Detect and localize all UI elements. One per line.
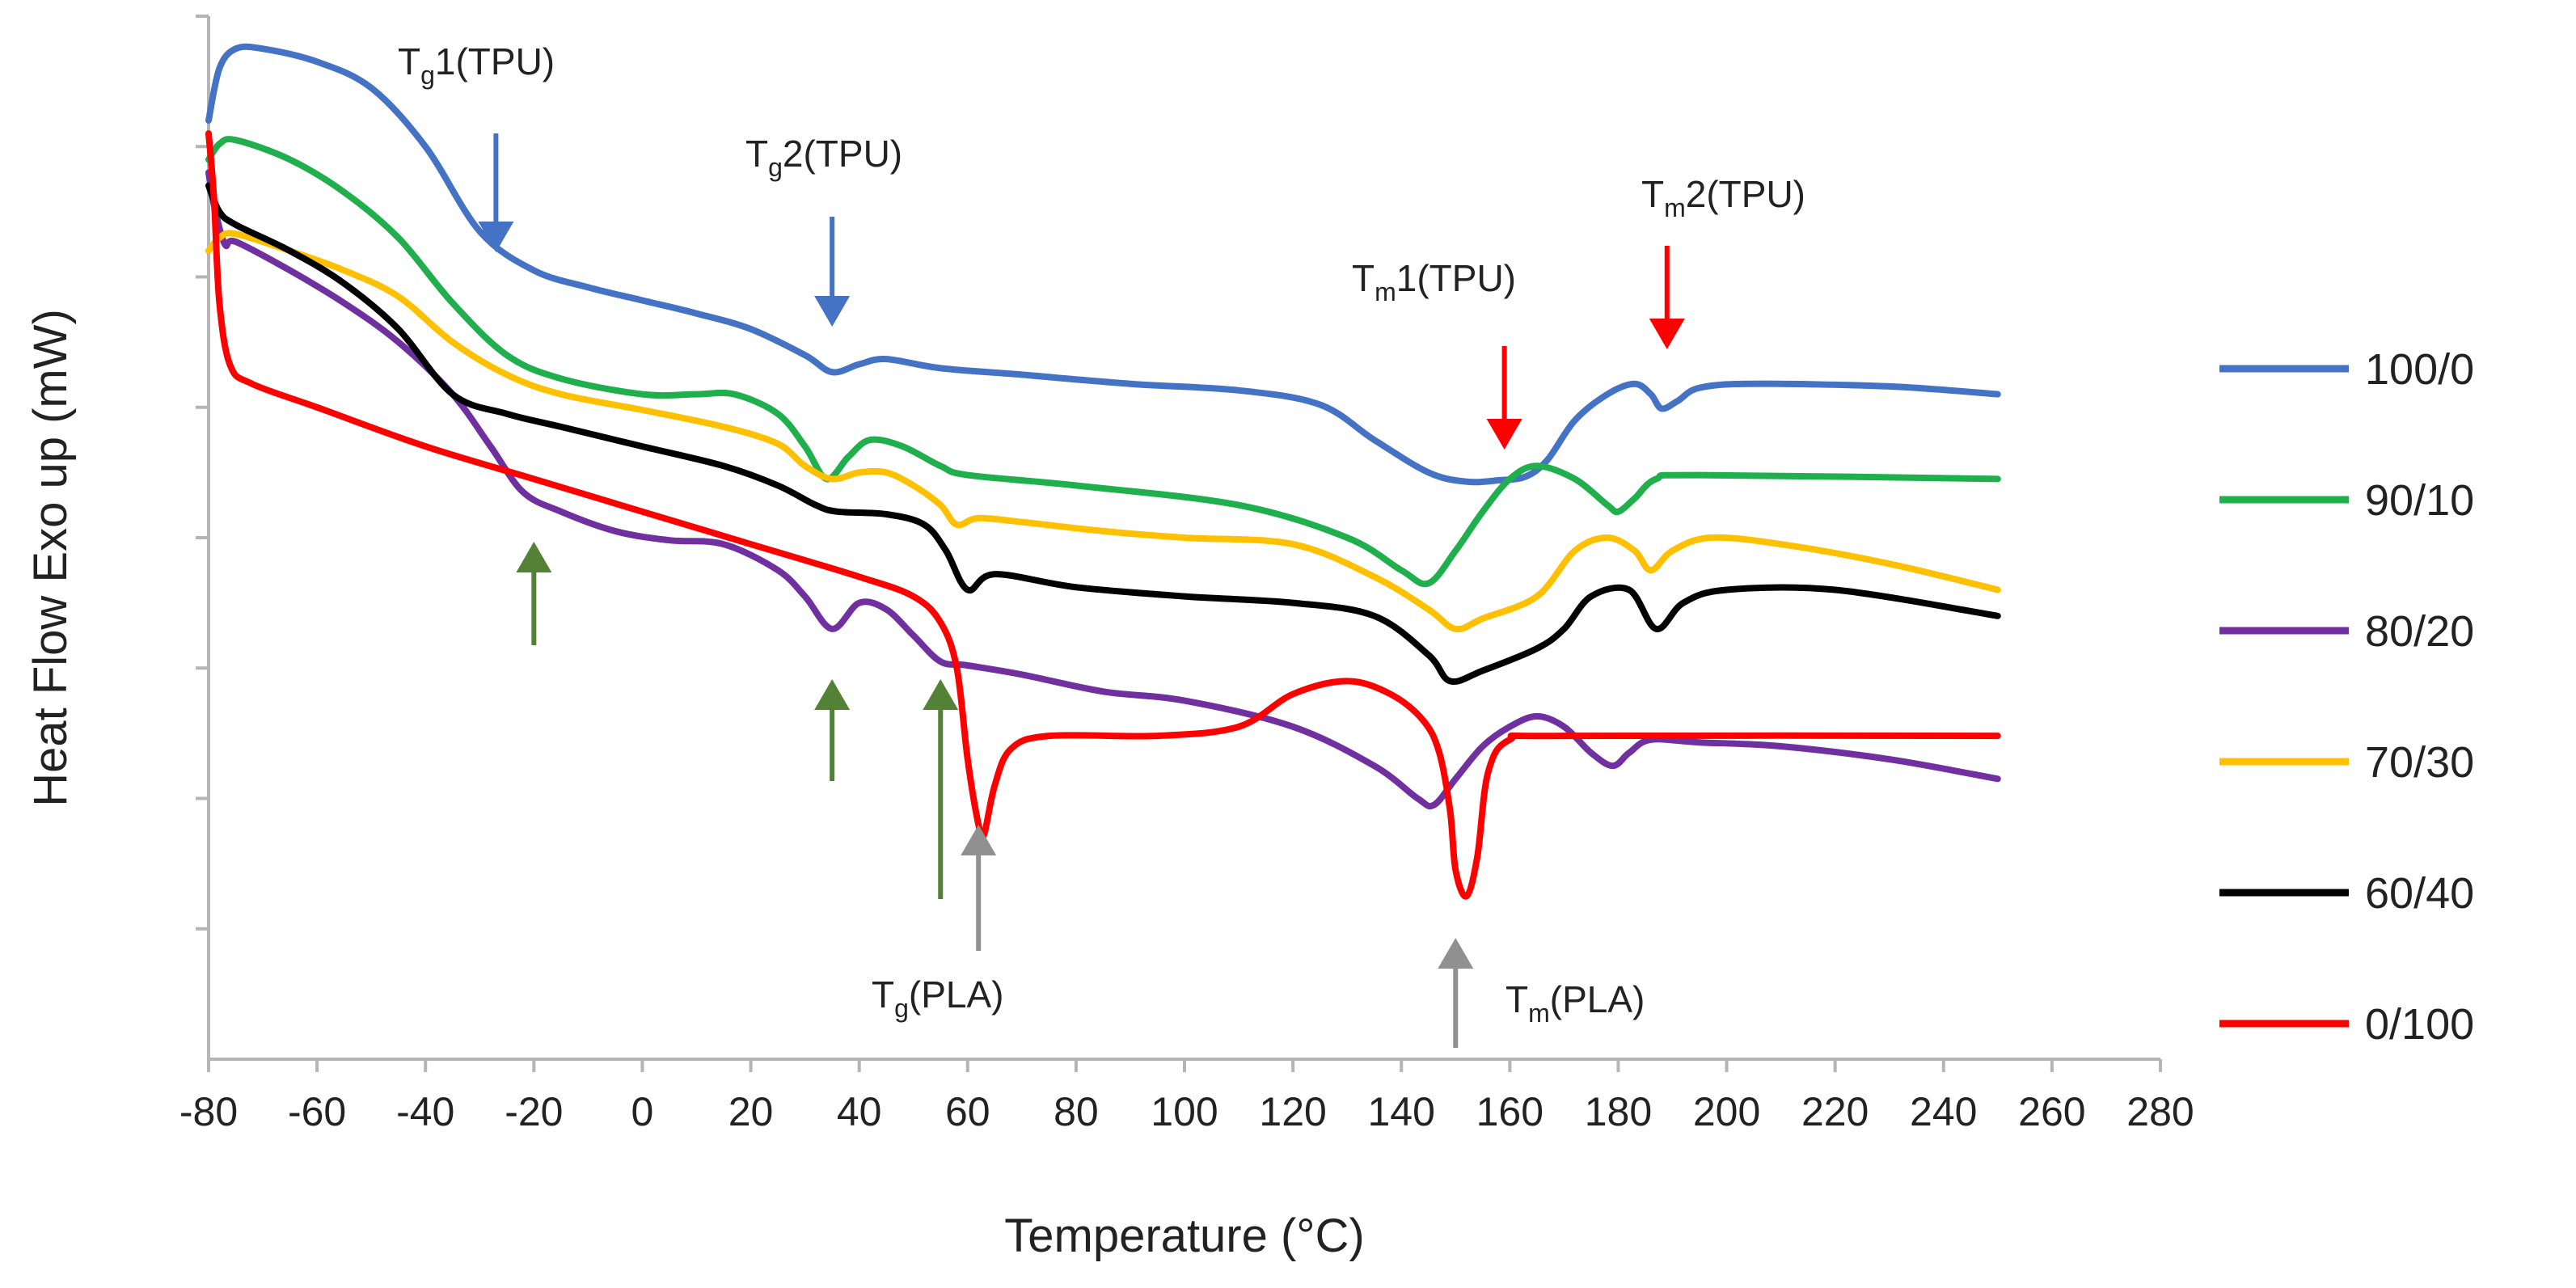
annotation-main: T bbox=[398, 40, 420, 82]
annotation-main: T bbox=[872, 973, 894, 1016]
x-tick-label: 60 bbox=[945, 1089, 990, 1134]
x-tick-label: 0 bbox=[631, 1089, 654, 1134]
legend-item: 90/10 bbox=[2219, 476, 2474, 525]
legend: 100/0 90/10 80/20 70/30 60/40 0/100 bbox=[2219, 345, 2474, 1049]
x-tick-label: 140 bbox=[1368, 1089, 1435, 1134]
x-tick-label: 80 bbox=[1054, 1089, 1099, 1134]
x-tick-label: 200 bbox=[1693, 1089, 1760, 1134]
annotation-subscript: g bbox=[768, 153, 783, 182]
annotation-rest: (PLA) bbox=[909, 973, 1004, 1016]
annotation-subscript: m bbox=[1528, 999, 1550, 1028]
annotation-rest: 1(TPU) bbox=[435, 40, 555, 82]
series-line-90-10 bbox=[205, 136, 2001, 588]
y-axis-title: Heat Flow Exo up (mW) bbox=[24, 309, 77, 807]
legend-label: 90/10 bbox=[2365, 476, 2474, 525]
x-tick-label: -60 bbox=[288, 1089, 346, 1134]
legend-item: 80/20 bbox=[2219, 607, 2474, 656]
annotation-arrow-tg1-tpu bbox=[478, 133, 514, 252]
x-tick-label: 160 bbox=[1476, 1089, 1543, 1134]
annotation-label-tm2-tpu: Tm2(TPU) bbox=[1641, 173, 1805, 222]
y-ticks bbox=[196, 15, 209, 931]
legend-label: 60/40 bbox=[2365, 869, 2474, 918]
legend-label: 70/30 bbox=[2365, 738, 2474, 787]
x-tick-label: 260 bbox=[2018, 1089, 2085, 1134]
annotation-subscript: m bbox=[1375, 277, 1396, 306]
series-line-60-40 bbox=[205, 182, 2001, 686]
x-tick-label: 120 bbox=[1259, 1089, 1326, 1134]
annotation-subscript: g bbox=[420, 61, 435, 90]
annotation-rest: 1(TPU) bbox=[1396, 257, 1516, 299]
annotation-label-tm-pla: Tm(PLA) bbox=[1505, 978, 1645, 1028]
x-tick-label: 20 bbox=[728, 1089, 774, 1134]
x-tick-label: -40 bbox=[396, 1089, 454, 1134]
annotation-subscript: m bbox=[1664, 193, 1686, 222]
legend-item: 0/100 bbox=[2219, 1000, 2474, 1049]
annotation-main: T bbox=[745, 133, 768, 175]
annotation-main: T bbox=[1352, 257, 1375, 299]
series-line-70-30 bbox=[205, 230, 2001, 633]
annotation-rest: 2(TPU) bbox=[1686, 173, 1805, 215]
annotation-arrow-tm2-tpu bbox=[1649, 246, 1685, 349]
legend-item: 70/30 bbox=[2219, 738, 2474, 787]
legend-label: 0/100 bbox=[2365, 1000, 2474, 1049]
legend-item: 60/40 bbox=[2219, 869, 2474, 918]
x-tick-label: 100 bbox=[1151, 1089, 1218, 1134]
x-tick-label: 240 bbox=[1910, 1089, 1977, 1134]
annotation-main: T bbox=[1641, 173, 1664, 215]
green-arrow bbox=[516, 542, 552, 645]
legend-label: 80/20 bbox=[2365, 607, 2474, 656]
annotations: Tg1(TPU)Tg2(TPU)Tm1(TPU)Tm2(TPU)Tg(PLA) T… bbox=[398, 40, 1805, 1048]
x-tick-label: 40 bbox=[837, 1089, 882, 1134]
annotation-main: T bbox=[1505, 978, 1528, 1020]
legend-label: 100/0 bbox=[2365, 345, 2474, 394]
x-ticks: -80 -60 -40 -20 0 20 40 60 80 100 120 140 160 180 200 2… bbox=[179, 1059, 2194, 1134]
series-line-0-100 bbox=[205, 130, 2001, 900]
annotation-label-tg2-tpu: Tg2(TPU) bbox=[745, 133, 902, 182]
annotation-label-tg1-tpu: Tg1(TPU) bbox=[398, 40, 555, 90]
green-arrow bbox=[814, 679, 851, 781]
annotation-subscript: g bbox=[894, 994, 909, 1023]
x-tick-label: 280 bbox=[2126, 1089, 2194, 1134]
axes: -80 -60 -40 -20 0 20 40 60 80 100 120 140 160 180 200 2… bbox=[179, 15, 2194, 1134]
x-tick-label: 220 bbox=[1801, 1089, 1869, 1134]
legend-item: 100/0 bbox=[2219, 345, 2474, 394]
annotation-label-tm1-tpu: Tm1(TPU) bbox=[1352, 257, 1516, 306]
series-lines bbox=[205, 43, 2001, 900]
x-axis-title: Temperature (°C) bbox=[1004, 1210, 1364, 1262]
annotation-arrow-tg2-tpu bbox=[814, 217, 851, 327]
annotation-rest: 2(TPU) bbox=[783, 133, 902, 175]
annotation-rest: (PLA) bbox=[1550, 978, 1645, 1020]
annotation-label-tg-pla: Tg(PLA) bbox=[872, 973, 1004, 1023]
green-arrow bbox=[923, 679, 959, 899]
annotation-arrow-tm-pla bbox=[1438, 938, 1474, 1048]
annotation-arrow-tm1-tpu bbox=[1486, 346, 1522, 450]
x-tick-label: -20 bbox=[505, 1089, 563, 1134]
x-tick-label: -80 bbox=[179, 1089, 238, 1134]
x-tick-label: 180 bbox=[1585, 1089, 1652, 1134]
series-line-100-0 bbox=[205, 43, 2001, 486]
annotation-arrow-tg-pla bbox=[961, 825, 997, 951]
